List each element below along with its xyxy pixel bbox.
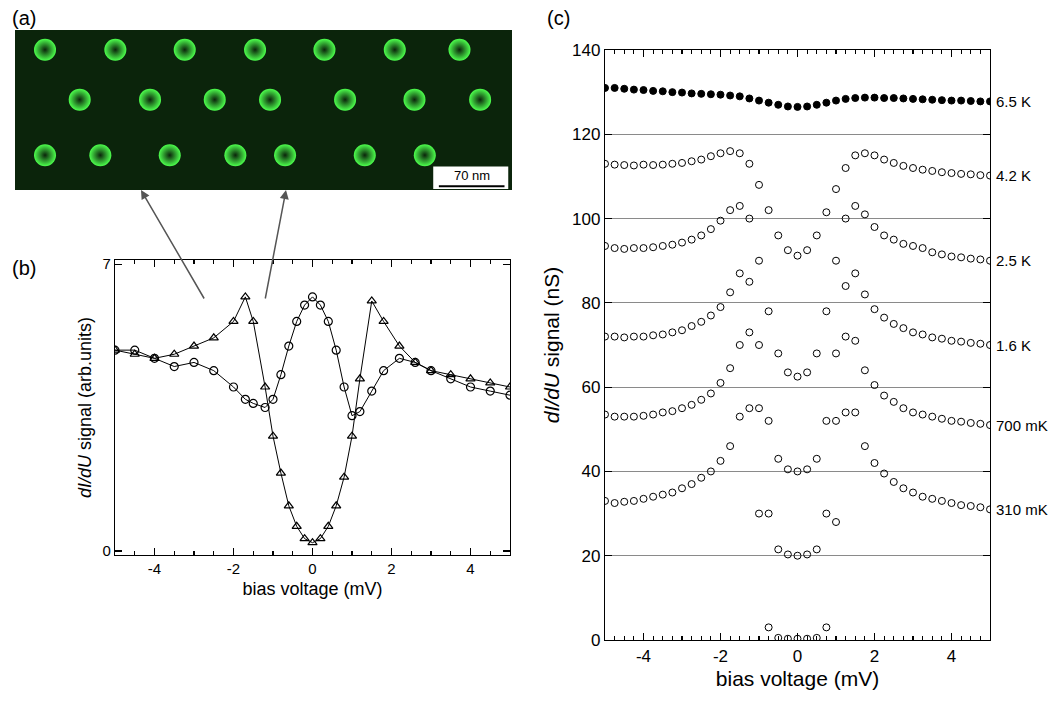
svg-text:80: 80 (581, 294, 600, 313)
svg-text:2: 2 (870, 647, 879, 666)
svg-text:0: 0 (308, 560, 316, 577)
svg-text:dI/dU signal (nS): dI/dU signal (nS) (540, 267, 563, 423)
svg-text:700 mK: 700 mK (996, 417, 1048, 434)
svg-text:-4: -4 (636, 647, 651, 666)
svg-text:140: 140 (572, 41, 600, 60)
svg-text:2: 2 (387, 560, 395, 577)
svg-text:4.2 K: 4.2 K (996, 167, 1031, 184)
svg-text:100: 100 (572, 210, 600, 229)
svg-text:bias voltage (mV): bias voltage (mV) (716, 667, 879, 690)
svg-text:60: 60 (581, 378, 600, 397)
svg-text:0: 0 (793, 647, 802, 666)
svg-text:0: 0 (591, 631, 600, 650)
svg-text:-2: -2 (227, 560, 240, 577)
svg-text:1.6 K: 1.6 K (996, 337, 1031, 354)
svg-text:4: 4 (947, 647, 956, 666)
svg-text:0: 0 (102, 542, 110, 559)
svg-text:40: 40 (581, 462, 600, 481)
svg-text:2.5 K: 2.5 K (996, 252, 1031, 269)
svg-text:120: 120 (572, 125, 600, 144)
svg-text:-4: -4 (148, 560, 161, 577)
svg-text:20: 20 (581, 547, 600, 566)
svg-text:-2: -2 (713, 647, 728, 666)
svg-text:6.5 K: 6.5 K (996, 93, 1031, 110)
svg-text:7: 7 (102, 255, 110, 272)
svg-text:(b): (b) (12, 257, 36, 279)
svg-text:310 mK: 310 mK (996, 501, 1048, 518)
svg-text:70 nm: 70 nm (454, 168, 490, 183)
svg-text:dI/dU signal (arb.units): dI/dU signal (arb.units) (75, 317, 95, 498)
svg-text:(a): (a) (12, 7, 36, 29)
svg-text:(c): (c) (547, 7, 570, 29)
svg-text:bias voltage (mV): bias voltage (mV) (242, 579, 382, 599)
svg-text:4: 4 (466, 560, 474, 577)
